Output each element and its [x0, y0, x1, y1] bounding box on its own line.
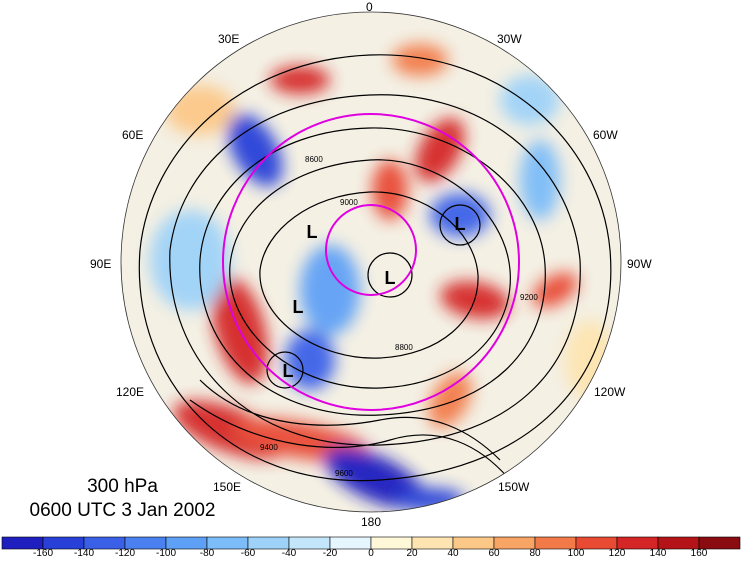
low-contour — [266, 351, 304, 389]
lon-label-60e: 60E — [122, 128, 144, 142]
colorbar-tick-label: 0 — [368, 548, 374, 559]
map-border — [120, 11, 622, 513]
lon-label-30w: 30W — [497, 32, 522, 46]
low-marker: L — [455, 214, 466, 234]
lon-label-120w: 120W — [594, 385, 626, 399]
low-marker: L — [293, 297, 304, 317]
low-contour — [367, 252, 413, 298]
contour-labels: 9400 9200 9000 8800 8600 9600 — [260, 155, 538, 478]
colorbar-tick-label: -160 — [32, 548, 53, 559]
latitude-circle-outer — [222, 113, 520, 411]
colorbar — [1, 536, 741, 550]
contour-label: 8600 — [305, 155, 323, 164]
colorbar-box — [698, 536, 741, 550]
lon-label-60w: 60W — [593, 128, 618, 142]
colorbar-tick-label: 20 — [406, 548, 418, 559]
contour-label: 9000 — [340, 198, 358, 207]
low-marker: L — [283, 361, 294, 381]
anomaly-shading — [150, 44, 615, 512]
lon-label-150e: 150E — [213, 480, 242, 494]
height-contours — [138, 54, 612, 482]
colorbar-tick-label: 100 — [567, 548, 585, 559]
lon-label-120e: 120E — [116, 385, 145, 399]
colorbar-tick-label: -40 — [281, 548, 297, 559]
lon-label-30e: 30E — [218, 32, 240, 46]
colorbar-tick-label: 40 — [447, 548, 459, 559]
colorbar-tick-label: -80 — [199, 548, 215, 559]
low-contour — [439, 204, 481, 246]
colorbar-tick-label: -60 — [240, 548, 256, 559]
colorbar-tick-label: 60 — [488, 548, 500, 559]
colorbar-boxes — [1, 536, 741, 550]
colorbar-tick-label: 120 — [608, 548, 626, 559]
map-disc — [121, 12, 621, 512]
lon-label-90e: 90E — [90, 257, 112, 271]
title-time: 0600 UTC 3 Jan 2002 — [29, 500, 216, 521]
contour-label: 9200 — [520, 293, 538, 302]
lon-label-180: 180 — [361, 515, 382, 529]
title-level: 300 hPa — [87, 476, 158, 497]
lon-label-150w: 150W — [498, 480, 530, 494]
colorbar-tick-label: 160 — [690, 548, 708, 559]
colorbar-tick-label: 140 — [649, 548, 667, 559]
lon-label-90w: 90W — [627, 257, 652, 271]
contour-label: 9600 — [335, 469, 353, 478]
colorbar-tick-label: -140 — [73, 548, 94, 559]
colorbar-tick-label: 80 — [529, 548, 541, 559]
contour-label: 9400 — [260, 443, 278, 452]
lon-label-0: 0 — [366, 0, 373, 14]
low-marker: L — [385, 268, 396, 288]
colorbar-tick-label: -120 — [114, 548, 135, 559]
low-markers: L L L L L — [283, 214, 466, 381]
latitude-circle-inner — [325, 204, 417, 296]
contour-label: 8800 — [395, 343, 413, 352]
colorbar-tick-label: -20 — [322, 548, 338, 559]
colorbar-tick-label: -100 — [155, 548, 176, 559]
low-marker: L — [307, 222, 318, 242]
